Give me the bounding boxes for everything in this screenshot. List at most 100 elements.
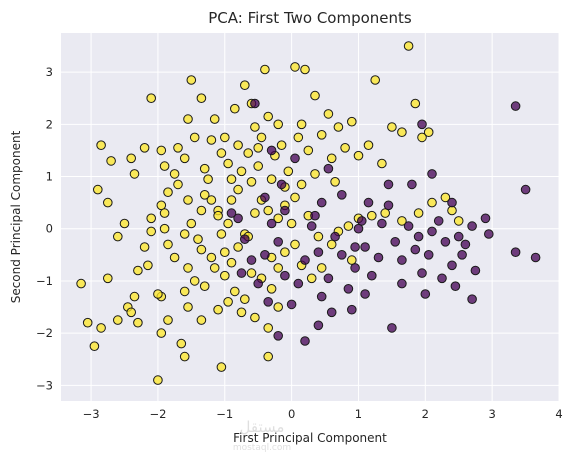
data-point (377, 218, 387, 229)
y-tick-label: 2 (46, 117, 53, 131)
data-point (176, 338, 187, 349)
data-point (447, 197, 457, 208)
data-point (313, 247, 324, 257)
data-points (76, 41, 541, 385)
data-point (196, 93, 207, 103)
data-point (263, 323, 274, 333)
data-point (306, 273, 317, 284)
data-point (189, 132, 200, 143)
data-point (263, 351, 274, 362)
data-point (383, 200, 394, 211)
data-point (290, 239, 300, 250)
x-tick-label: 2 (422, 407, 429, 421)
data-point (203, 174, 213, 184)
data-point (250, 312, 260, 323)
data-point (189, 276, 200, 286)
x-tick-label: 4 (555, 407, 562, 421)
data-point (263, 111, 274, 122)
y-tick-label: 3 (46, 65, 53, 79)
data-point (373, 252, 384, 263)
data-point (290, 192, 300, 203)
data-point (296, 119, 307, 130)
data-point (427, 226, 437, 237)
data-point (223, 158, 233, 169)
watermark-arabic: مستقل (240, 418, 285, 436)
data-point (153, 375, 163, 385)
data-point (340, 143, 350, 153)
data-point (236, 307, 247, 318)
data-point (470, 265, 481, 276)
data-point (360, 242, 370, 252)
data-point (143, 260, 153, 271)
x-tick-label: −2 (149, 407, 166, 421)
data-point (236, 166, 247, 177)
data-point (350, 242, 360, 252)
data-point (103, 197, 113, 208)
data-point (199, 190, 210, 200)
data-point (236, 268, 247, 278)
data-point (230, 103, 240, 114)
data-point (76, 278, 86, 289)
data-point (316, 130, 327, 140)
data-point (146, 93, 156, 103)
data-point (360, 289, 370, 299)
data-point (407, 179, 417, 190)
data-point (163, 239, 173, 250)
data-point (96, 323, 106, 333)
data-point (233, 140, 243, 150)
data-point (273, 331, 284, 341)
data-point (276, 140, 287, 150)
data-point (156, 328, 167, 338)
data-point (290, 62, 300, 72)
data-point (323, 163, 334, 174)
data-point (530, 252, 541, 263)
data-point (186, 75, 197, 85)
data-point (423, 127, 434, 137)
data-point (357, 216, 367, 226)
data-point (280, 247, 290, 257)
data-point (310, 210, 320, 221)
data-point (413, 231, 424, 242)
data-point (139, 143, 150, 153)
data-point (316, 263, 327, 273)
data-point (96, 140, 106, 150)
data-point (417, 119, 427, 130)
data-point (460, 239, 471, 250)
data-point (440, 192, 451, 203)
data-point (113, 315, 123, 325)
data-point (337, 250, 347, 260)
data-point (139, 242, 150, 252)
data-point (213, 304, 223, 315)
data-point (403, 221, 414, 231)
data-point (159, 223, 170, 234)
x-tick-label: 0 (288, 407, 295, 421)
data-point (383, 179, 394, 190)
data-point (333, 122, 344, 132)
data-point (193, 234, 203, 244)
data-point (159, 161, 170, 171)
data-point (199, 163, 210, 174)
data-point (206, 195, 217, 205)
data-point (233, 184, 243, 195)
data-point (363, 140, 374, 150)
data-point (226, 208, 237, 218)
y-tick-label: −2 (36, 326, 53, 340)
data-point (146, 213, 156, 224)
data-point (82, 317, 93, 328)
data-point (199, 281, 210, 292)
data-point (213, 210, 223, 221)
data-point (447, 205, 457, 216)
y-tick-labels: −3 −2 −1 0 1 2 3 (36, 65, 53, 392)
x-tick-labels: −3 −2 −1 0 1 2 3 4 (83, 407, 563, 421)
data-point (313, 231, 324, 242)
data-point (209, 263, 220, 273)
data-point (253, 143, 264, 153)
data-point (266, 174, 277, 184)
data-point (410, 98, 421, 109)
data-point (263, 205, 274, 216)
y-tick-label: −3 (36, 378, 53, 392)
data-point (93, 184, 103, 195)
data-point (173, 179, 183, 190)
data-point (133, 265, 143, 276)
data-point (410, 244, 421, 255)
